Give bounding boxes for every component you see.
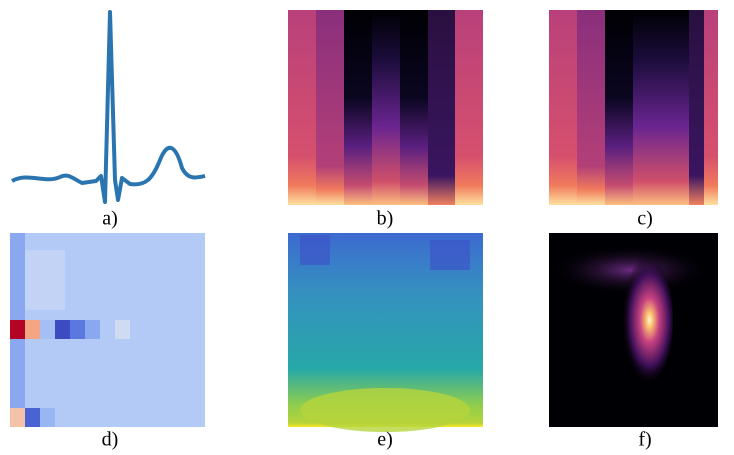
ecg-signal (11, 10, 206, 204)
heatmap-d (10, 233, 205, 427)
panel-label: f) (638, 429, 651, 451)
spectrogram-b (288, 10, 483, 205)
panel-label: c) (637, 208, 653, 230)
panel-label: a) (102, 208, 118, 230)
panel-label: b) (377, 208, 394, 230)
heatmap-e (288, 233, 483, 432)
panel-label: d) (102, 429, 119, 451)
spectrogram-c (549, 10, 718, 205)
panel-label: e) (377, 429, 393, 451)
heatmap-f (549, 233, 718, 427)
